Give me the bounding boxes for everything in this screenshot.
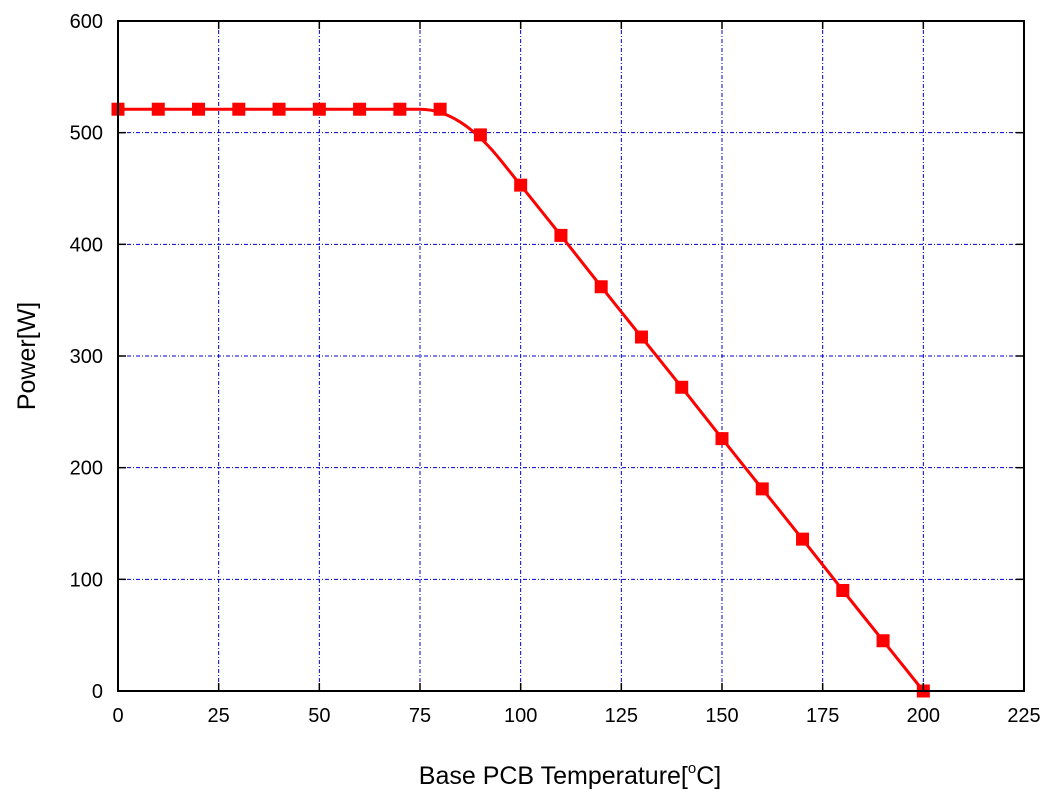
- data-point-marker: [715, 432, 729, 446]
- data-point-marker: [755, 482, 769, 496]
- data-point-marker: [554, 228, 568, 242]
- data-point-marker: [433, 102, 447, 116]
- grid-layer: [118, 21, 1024, 691]
- x-tick-label: 50: [308, 705, 330, 727]
- x-tick-label: 0: [112, 705, 123, 727]
- y-axis-title: Power[W]: [13, 302, 41, 410]
- y-tick-label: 100: [70, 569, 103, 591]
- x-axis-title-suffix: C]: [696, 762, 721, 790]
- data-point-marker: [192, 102, 206, 116]
- x-axis-title-superscript: o: [688, 760, 696, 777]
- y-tick-label: 600: [70, 11, 103, 33]
- x-tick-label: 200: [907, 705, 940, 727]
- x-tick-label: 25: [208, 705, 230, 727]
- x-tick-label: 75: [409, 705, 431, 727]
- x-axis-title: Base PCB Temperature[oC]: [419, 760, 721, 790]
- y-tick-label: 0: [92, 681, 103, 703]
- x-tick-label: 175: [806, 705, 839, 727]
- data-point-marker: [232, 102, 246, 116]
- x-tick-label: 125: [605, 705, 638, 727]
- data-point-marker: [634, 330, 648, 344]
- data-point-marker: [876, 634, 890, 648]
- data-point-marker: [594, 280, 608, 294]
- data-point-marker: [514, 178, 528, 192]
- x-tick-label: 225: [1007, 705, 1040, 727]
- plot-frame-layer: [117, 20, 1025, 692]
- y-tick-label: 300: [70, 346, 103, 368]
- tick-label-layer: 0 25 50 75 100 125 150 175 200 225 0 100 200 300 400 50…: [70, 11, 1041, 727]
- y-tick-label: 500: [70, 123, 103, 145]
- data-point-marker: [272, 102, 286, 116]
- data-point-marker: [353, 102, 367, 116]
- data-point-marker: [836, 584, 850, 597]
- data-point-marker: [312, 102, 326, 116]
- x-tick-label: 100: [504, 705, 537, 727]
- x-axis-title-main: Base PCB Temperature[: [419, 762, 688, 790]
- data-point-marker: [151, 102, 165, 116]
- data-point-marker: [473, 128, 487, 142]
- y-tick-label: 200: [70, 458, 103, 480]
- x-tick-label: 150: [705, 705, 738, 727]
- y-tick-label: 400: [70, 234, 103, 256]
- series-line: [118, 107, 925, 692]
- data-point-marker: [393, 102, 407, 116]
- data-point-marker: [675, 380, 689, 394]
- data-point-marker: [796, 532, 810, 546]
